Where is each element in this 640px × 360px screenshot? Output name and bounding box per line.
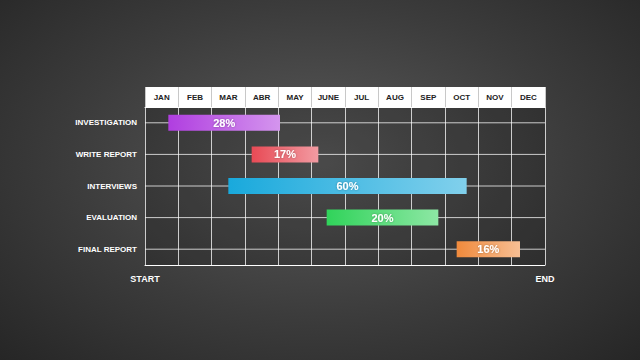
svg-text:WRITE REPORT: WRITE REPORT: [76, 150, 137, 159]
svg-text:FEB: FEB: [187, 93, 203, 102]
svg-text:OCT: OCT: [453, 93, 470, 102]
svg-text:17%: 17%: [274, 148, 296, 160]
svg-text:MAY: MAY: [286, 93, 304, 102]
svg-text:20%: 20%: [371, 212, 393, 224]
svg-text:FINAL REPORT: FINAL REPORT: [78, 245, 137, 254]
svg-text:DEC: DEC: [520, 93, 537, 102]
svg-text:16%: 16%: [477, 243, 499, 255]
svg-text:60%: 60%: [336, 180, 358, 192]
svg-text:JUNE: JUNE: [318, 93, 340, 102]
svg-text:INTERVIEWS: INTERVIEWS: [87, 182, 137, 191]
svg-text:SEP: SEP: [420, 93, 437, 102]
svg-text:EVALUATION: EVALUATION: [86, 213, 137, 222]
svg-text:JUL: JUL: [354, 93, 369, 102]
svg-text:AUG: AUG: [386, 93, 404, 102]
svg-text:MAR: MAR: [219, 93, 237, 102]
svg-text:ABR: ABR: [253, 93, 271, 102]
svg-text:START: START: [130, 274, 160, 284]
svg-text:JAN: JAN: [154, 93, 170, 102]
svg-text:28%: 28%: [213, 117, 235, 129]
svg-text:NOV: NOV: [486, 93, 504, 102]
svg-text:INVESTIGATION: INVESTIGATION: [75, 118, 137, 127]
svg-text:END: END: [535, 274, 555, 284]
